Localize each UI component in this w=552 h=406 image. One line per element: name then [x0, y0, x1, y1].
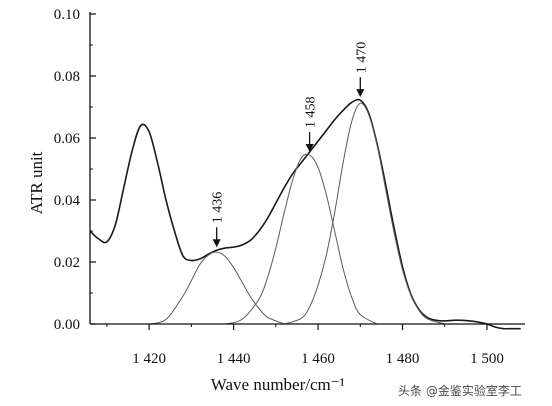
y-tick-label: 0.00 [54, 317, 80, 333]
x-axis-title: Wave number/cm⁻¹ [211, 375, 345, 394]
series-line-fit-2 [225, 153, 378, 325]
series-line-measured [90, 98, 521, 330]
x-tick-label: 1 420 [132, 351, 166, 367]
x-tick-label: 1 480 [386, 351, 420, 367]
peak-annotations: 1 436 1 458 1 470 [211, 42, 369, 248]
peak-arrow-head [356, 89, 365, 98]
peak-label: 1 470 [354, 42, 369, 74]
y-axis-title: ATR unit [27, 151, 46, 214]
watermark-text: 头条 @金鉴实验室李工 [398, 383, 522, 398]
series-line-fit-3 [284, 102, 445, 325]
x-tick-label: 1 460 [301, 351, 335, 367]
watermark: 头条 @金鉴实验室李工 [398, 383, 522, 398]
peak-arrow-head [305, 144, 314, 153]
y-tick-label: 0.04 [54, 193, 81, 209]
tick-labels: 0.00 0.02 0.04 0.06 0.08 0.10 1 420 1 440 1 460 1… [54, 7, 504, 367]
y-tick-label: 0.02 [54, 255, 80, 271]
y-tick-label: 0.06 [54, 131, 81, 147]
series-line-fit-1 [148, 251, 285, 325]
y-tick-label: 0.10 [54, 7, 80, 23]
series-layer [90, 98, 521, 330]
peak-arrow-head [212, 239, 221, 248]
y-tick-label: 0.08 [54, 69, 80, 85]
peak-label: 1 436 [211, 192, 226, 224]
x-tick-label: 1 500 [470, 351, 504, 367]
peak-label: 1 458 [304, 97, 319, 129]
x-tick-label: 1 440 [217, 351, 251, 367]
axes [89, 12, 525, 330]
